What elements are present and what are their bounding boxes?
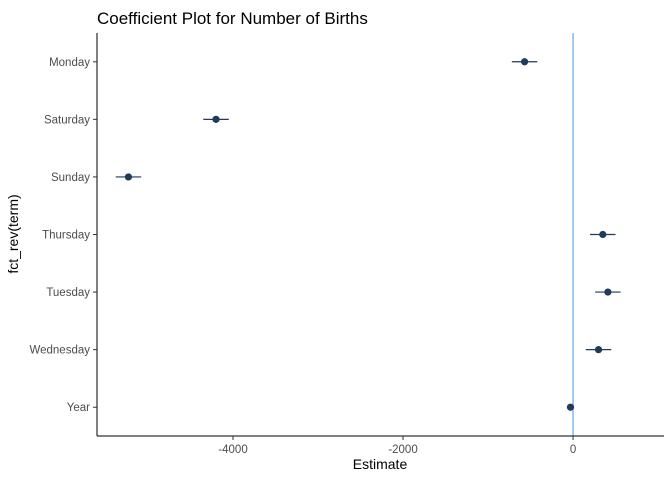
plot-panel xyxy=(115,33,621,436)
y-tick-label: Year xyxy=(67,402,90,414)
y-axis-title: fct_rev(term) xyxy=(5,194,21,273)
estimate-point xyxy=(594,346,603,354)
chart-title: Coefficient Plot for Number of Births xyxy=(97,9,368,28)
x-axis-ticks: -4000 -2000 0 xyxy=(218,436,576,456)
x-tick-label: -4000 xyxy=(218,444,247,456)
estimate-point xyxy=(520,58,529,66)
y-tick-label: Wednesday xyxy=(29,345,90,357)
y-tick-label: Thursday xyxy=(42,230,90,242)
estimate-point xyxy=(599,230,607,239)
x-axis-title: Estimate xyxy=(353,456,408,472)
y-tick-label: Tuesday xyxy=(46,287,90,299)
y-tick-label: Monday xyxy=(49,57,90,69)
x-tick-label: -2000 xyxy=(388,444,417,456)
y-axis-ticks: Monday Saturday Sunday Thursday Tuesday Wedne… xyxy=(29,57,97,414)
estimate-point xyxy=(566,403,575,411)
estimate-point xyxy=(212,115,220,123)
y-tick-label: Sunday xyxy=(51,172,90,184)
estimate-point xyxy=(604,288,612,296)
estimate-point xyxy=(124,173,133,181)
x-tick-label: 0 xyxy=(570,444,576,456)
y-tick-label: Saturday xyxy=(44,114,90,126)
